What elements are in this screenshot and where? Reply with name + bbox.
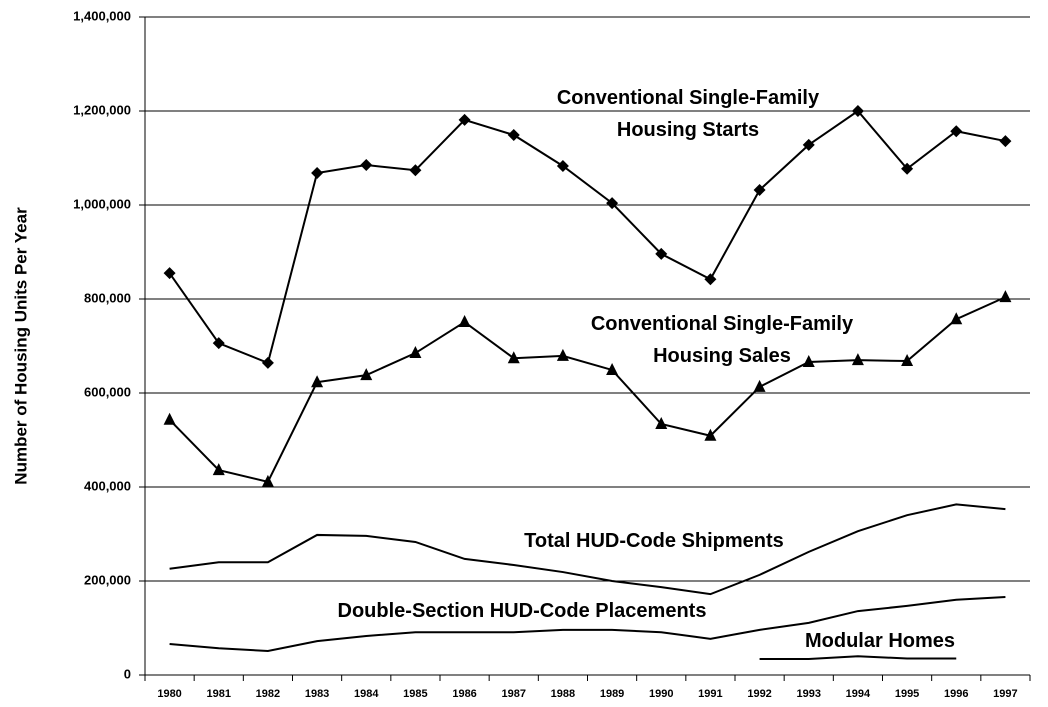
x-tick-label: 1997 — [993, 688, 1017, 700]
data-point — [212, 463, 225, 476]
series-line — [168, 109, 1006, 365]
x-tick-label: 1991 — [698, 688, 722, 700]
data-point — [507, 128, 520, 141]
y-tick-label: 0 — [124, 666, 131, 681]
series-line — [168, 296, 1006, 483]
series-label: Conventional Single-Family Housing Sales — [590, 313, 854, 367]
data-point — [360, 159, 373, 172]
data-point — [311, 167, 324, 180]
y-tick-label: 1,200,000 — [73, 102, 131, 117]
data-point — [901, 354, 914, 367]
data-point — [999, 135, 1012, 148]
series-line — [169, 595, 1006, 653]
data-point — [901, 162, 914, 175]
y-tick-label: 200,000 — [84, 572, 131, 587]
x-tick-label: 1988 — [551, 688, 575, 700]
data-point — [163, 267, 176, 280]
x-tick-label: 1983 — [305, 688, 329, 700]
data-point — [409, 346, 422, 359]
data-point — [458, 315, 471, 328]
series-line — [169, 503, 1006, 596]
data-point — [851, 105, 864, 117]
data-point — [261, 356, 274, 369]
data-point — [753, 379, 766, 392]
data-point — [409, 164, 422, 177]
x-tick-label: 1980 — [157, 688, 181, 700]
data-point — [655, 417, 668, 430]
series-label: Double-Section HUD-Code Placements — [337, 600, 707, 622]
x-tick-label: 1985 — [403, 688, 427, 700]
data-point — [802, 138, 815, 151]
x-tick-label: 1996 — [944, 688, 968, 700]
y-tick-label: 600,000 — [84, 384, 131, 399]
x-tick-label: 1994 — [846, 688, 871, 700]
data-point — [556, 348, 569, 361]
y-tick-label: 800,000 — [84, 290, 131, 305]
data-point — [851, 353, 864, 366]
data-point — [311, 375, 324, 388]
series-label: Modular Homes — [804, 630, 956, 652]
data-point — [802, 354, 815, 367]
x-tick-label: 1992 — [747, 688, 771, 700]
x-tick-label: 1990 — [649, 688, 673, 700]
y-tick-label: 1,000,000 — [73, 196, 131, 211]
data-point — [606, 362, 619, 375]
data-point — [507, 351, 520, 364]
y-tick-label: 1,400,000 — [73, 8, 131, 23]
x-tick-label: 1989 — [600, 688, 624, 700]
data-point — [753, 183, 766, 196]
data-point — [458, 113, 471, 126]
x-tick-label: 1981 — [207, 688, 231, 700]
data-point — [950, 312, 963, 325]
series-label: Total HUD-Code Shipments — [524, 530, 784, 552]
x-tick-label: 1986 — [452, 688, 476, 700]
data-point — [261, 474, 274, 487]
data-point — [606, 197, 619, 210]
data-point — [655, 247, 668, 260]
y-axis-label: Number of Housing Units Per Year — [11, 207, 30, 485]
data-point — [556, 159, 569, 172]
data-point — [360, 368, 373, 381]
data-point — [163, 412, 176, 425]
x-tick-label: 1984 — [354, 688, 379, 700]
x-tick-label: 1982 — [256, 688, 280, 700]
data-point — [999, 290, 1012, 303]
x-tick-label: 1987 — [502, 688, 526, 700]
series-line — [759, 655, 957, 661]
data-point — [950, 125, 963, 138]
y-tick-label: 400,000 — [84, 478, 131, 493]
data-point — [704, 428, 717, 441]
data-point — [704, 273, 717, 286]
data-point — [212, 337, 225, 350]
series-label: Conventional Single-Family Housing Start… — [556, 87, 820, 141]
x-tick-label: 1993 — [797, 688, 821, 700]
x-tick-label: 1995 — [895, 688, 919, 700]
